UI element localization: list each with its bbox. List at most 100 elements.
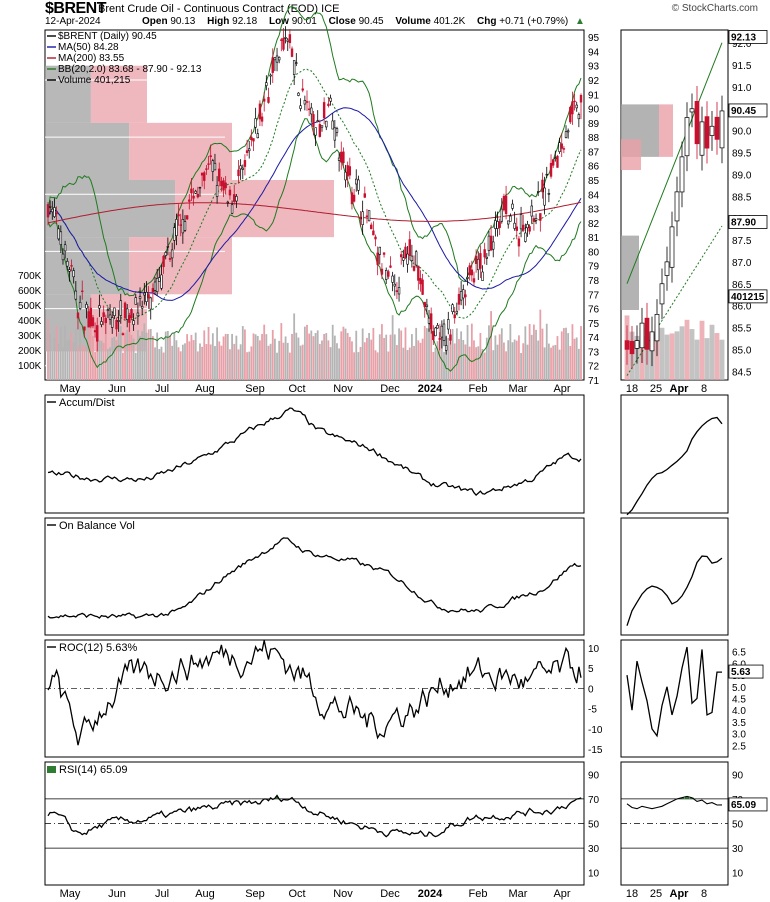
- candle-body: [121, 333, 125, 335]
- inset-candle-body: [634, 340, 640, 349]
- candle-body: [203, 172, 206, 181]
- volume-bar: [511, 342, 514, 380]
- inset-volume-bar: [679, 326, 685, 380]
- inset-bb-upper: [626, 42, 723, 284]
- candle-body: [545, 173, 548, 176]
- volume-bar: [119, 326, 122, 380]
- tag-bb-mid: 87.90: [731, 218, 756, 229]
- candle-body: [534, 218, 538, 221]
- candle-body: [59, 231, 63, 245]
- volume-bar: [149, 328, 152, 380]
- volume-bar: [222, 336, 225, 380]
- volume-bar: [98, 340, 101, 380]
- volume-bar: [145, 332, 148, 380]
- inset-candle-body: [704, 116, 710, 149]
- volume-bar: [545, 323, 548, 380]
- volume-bar: [329, 347, 332, 380]
- candle-body: [226, 201, 230, 204]
- price-tick-label: 85: [588, 176, 600, 187]
- volume-bar: [577, 348, 580, 380]
- volume-bar: [115, 340, 118, 380]
- volume-tick-label: 100K: [18, 361, 42, 372]
- x-tick-label-top: May: [60, 383, 81, 395]
- inset-price-tick-label: 89.5: [732, 149, 752, 160]
- candle-body: [489, 235, 493, 251]
- volume-bar: [443, 351, 445, 380]
- vbp-bar-down: [90, 65, 147, 123]
- candle-body: [297, 92, 300, 96]
- inset-candle-body: [679, 156, 685, 193]
- volume-bar: [359, 346, 362, 380]
- candle-body: [254, 118, 257, 128]
- x-tick-label-bottom: 2024: [418, 888, 443, 900]
- volume-bar: [535, 329, 537, 380]
- candle-body: [160, 274, 163, 289]
- x-tick-label-top: Mar: [509, 383, 528, 395]
- inset-roc-tick-label: 5.0: [732, 683, 746, 694]
- candle-body: [434, 327, 437, 337]
- volume-bar: [368, 332, 370, 380]
- price-tick-label: 93: [588, 62, 600, 73]
- candle-body: [329, 97, 332, 102]
- candle-body: [391, 275, 394, 283]
- volume-bar: [154, 347, 156, 380]
- rsi-line: [47, 794, 582, 838]
- legend-ma200: MA(200) 83.55: [58, 53, 125, 64]
- candle-body: [305, 101, 309, 103]
- candle-body: [166, 246, 170, 248]
- inset-volume-bar: [709, 324, 715, 380]
- vbp-bar-down: [175, 180, 334, 238]
- x-tick-label-top: Jul: [155, 383, 169, 395]
- candle-body: [119, 300, 122, 316]
- obv-label: On Balance Vol: [59, 520, 135, 532]
- volume-bar: [104, 323, 107, 380]
- inset-volume-bar: [669, 333, 675, 380]
- legend-volume: Volume 401,215: [58, 75, 131, 86]
- volume-bar: [475, 347, 478, 380]
- volume-bar: [567, 333, 570, 380]
- rsi-tick-label: 90: [588, 770, 600, 781]
- volume-bar: [393, 334, 396, 380]
- volume-bar: [316, 330, 319, 380]
- volume-bar: [447, 338, 450, 380]
- candle-body: [273, 57, 277, 61]
- x-tick-label-bottom: May: [60, 888, 81, 900]
- volume-bar: [291, 333, 293, 380]
- candle-body: [290, 48, 294, 57]
- volume-bar: [370, 339, 373, 380]
- volume-bar: [235, 335, 238, 380]
- price-tick-label: 84: [588, 190, 600, 201]
- volume-bar: [143, 323, 146, 380]
- candle-body: [509, 215, 512, 222]
- price-tick-label: 83: [588, 205, 600, 216]
- candle-body: [387, 271, 390, 277]
- volume-bar: [396, 345, 398, 380]
- volume-bar: [398, 328, 400, 380]
- candle-body: [123, 302, 127, 319]
- roc-tick-label: -5: [588, 705, 597, 716]
- volume-bar: [160, 346, 163, 380]
- candle-body: [365, 215, 369, 217]
- volume-bar: [530, 334, 533, 380]
- legend-price: $BRENT (Daily) 90.45: [58, 31, 157, 42]
- price-tick-label: 81: [588, 233, 600, 244]
- volume-bar: [263, 324, 266, 380]
- candle-body: [200, 172, 204, 176]
- candle-body: [421, 279, 424, 295]
- candle-body: [250, 136, 253, 141]
- volume-bar: [233, 343, 236, 380]
- candle-body: [477, 258, 480, 271]
- volume-bar: [470, 323, 473, 380]
- candle-body: [136, 312, 140, 317]
- volume-bar: [528, 323, 531, 380]
- volume-bar: [181, 344, 184, 380]
- volume-bar: [481, 348, 484, 380]
- volume-bar: [366, 337, 368, 380]
- price-tick-label: 95: [588, 33, 600, 44]
- candle-body: [378, 246, 381, 255]
- candle-body: [57, 228, 60, 240]
- inset-roc-tick-label: 2.5: [732, 741, 746, 752]
- inset-price-tick-label: 84.5: [732, 367, 752, 378]
- candle-body: [248, 148, 251, 152]
